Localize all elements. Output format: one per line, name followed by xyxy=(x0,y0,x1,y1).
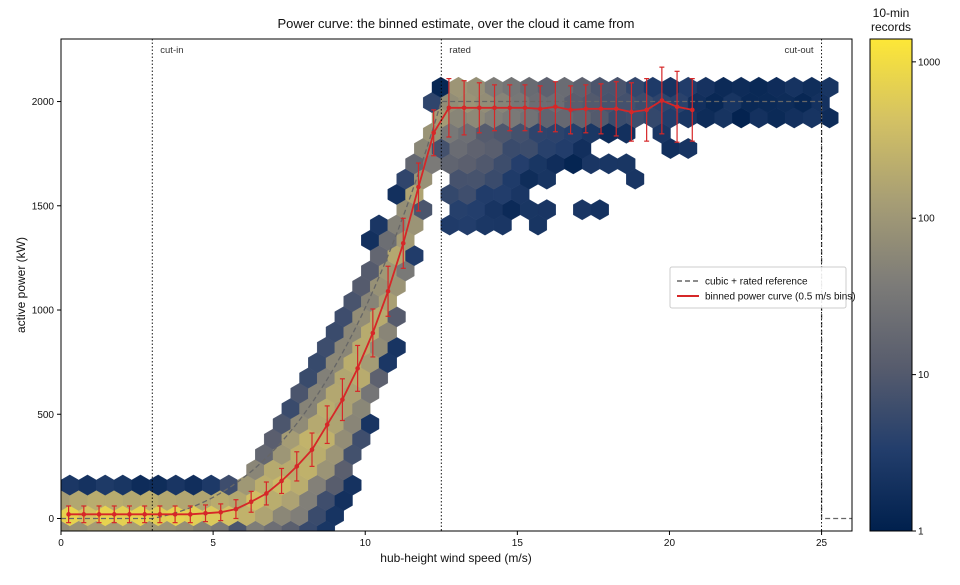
binned-point xyxy=(568,107,573,113)
binned-point xyxy=(324,422,330,427)
hexbin-cell xyxy=(573,199,592,221)
hexbin-cell xyxy=(537,199,556,221)
binned-point xyxy=(598,106,604,112)
binned-point xyxy=(248,499,254,505)
binned-point xyxy=(370,330,376,336)
hexbin-cell xyxy=(820,76,839,98)
binned-point xyxy=(294,464,300,469)
binned-point xyxy=(689,107,695,113)
binned-point xyxy=(477,105,482,111)
binned-curve-layer xyxy=(66,66,695,524)
binned-point xyxy=(385,288,391,294)
binned-point xyxy=(127,512,132,517)
colorbar-title-line1: 10-min xyxy=(873,6,910,20)
colorbar-tick-label: 1000 xyxy=(918,57,941,68)
binned-point xyxy=(81,512,87,517)
x-tick-label: 5 xyxy=(210,538,216,549)
annotation-label-cut-in: cut-in xyxy=(160,45,183,56)
y-axis-label: active power (kW) xyxy=(14,237,28,333)
colorbar-ticks: 1 10 100 1000 xyxy=(912,57,941,538)
x-axis-label: hub-height wind speed (m/s) xyxy=(380,551,531,565)
binned-point xyxy=(613,106,619,112)
x-tick-label: 20 xyxy=(664,538,676,549)
legend-label-reference: cubic + rated reference xyxy=(705,277,808,288)
binned-point xyxy=(644,107,649,113)
binned-point xyxy=(492,105,497,111)
hexbin-cell xyxy=(679,138,698,159)
reference-layer xyxy=(61,100,852,520)
plot-frame xyxy=(60,38,853,532)
x-tick-label: 15 xyxy=(512,538,524,549)
binned-point xyxy=(431,130,436,136)
binned-point xyxy=(659,98,665,103)
legend-label-binned: binned power curve (0.5 m/s bins) xyxy=(705,292,856,303)
y-tick-label: 500 xyxy=(37,410,54,421)
binned-point xyxy=(264,491,269,496)
binned-point xyxy=(66,512,71,517)
binned-point xyxy=(461,105,467,111)
reference-curve-line xyxy=(61,100,852,520)
binned-point xyxy=(309,447,315,452)
binned-point xyxy=(629,109,634,115)
legend-box xyxy=(669,266,847,309)
hexbin-cell xyxy=(599,153,618,175)
binned-point xyxy=(233,506,239,512)
binned-point xyxy=(674,104,680,110)
y-tick-label: 1000 xyxy=(32,306,55,317)
y-axis: 0 500 1000 1500 2000 xyxy=(32,97,61,525)
x-tick-label: 10 xyxy=(360,538,372,549)
x-tick-label: 25 xyxy=(816,538,828,549)
y-tick-label: 1500 xyxy=(32,201,55,212)
binned-point xyxy=(400,241,406,246)
binned-point xyxy=(446,105,452,111)
colorbar-tick-label: 10 xyxy=(918,370,930,381)
binned-point xyxy=(172,512,178,517)
binned-point xyxy=(583,106,589,112)
colorbar-title-line2: records xyxy=(871,20,911,34)
hexbin-cell xyxy=(590,199,609,221)
binned-point xyxy=(340,397,345,402)
binned-curve-line xyxy=(68,99,693,516)
binned-point xyxy=(203,510,208,516)
hexbin-cell xyxy=(617,153,636,175)
binned-point xyxy=(355,366,360,371)
annotation-label-rated: rated xyxy=(449,45,471,56)
annotation-label-cut-out: cut-out xyxy=(785,45,814,56)
binned-point xyxy=(157,512,163,517)
x-axis: 0 5 10 15 20 25 xyxy=(58,531,828,549)
binned-point xyxy=(553,104,558,110)
binned-point xyxy=(96,512,102,517)
binned-point xyxy=(416,184,421,190)
colorbar-tick-label: 1 xyxy=(918,527,924,538)
binned-point xyxy=(507,105,513,111)
y-tick-label: 2000 xyxy=(32,97,55,108)
colorbar-gradient xyxy=(869,38,913,532)
binned-point xyxy=(111,512,117,517)
chart-title: Power curve: the binned estimate, over t… xyxy=(278,16,635,31)
hexbin-layer xyxy=(61,76,839,531)
x-tick-label: 0 xyxy=(58,538,64,549)
binned-point xyxy=(142,512,147,517)
binned-point xyxy=(187,512,193,517)
binned-point xyxy=(279,478,284,484)
y-tick-label: 0 xyxy=(48,514,54,525)
binned-point xyxy=(537,106,543,112)
colorbar-tick-label: 100 xyxy=(918,214,935,225)
legend: cubic + rated reference binned power cur… xyxy=(669,266,856,309)
binned-point xyxy=(218,509,224,515)
colorbar: 10-min records 1 10 100 1000 xyxy=(869,6,941,538)
binned-point xyxy=(522,105,528,111)
